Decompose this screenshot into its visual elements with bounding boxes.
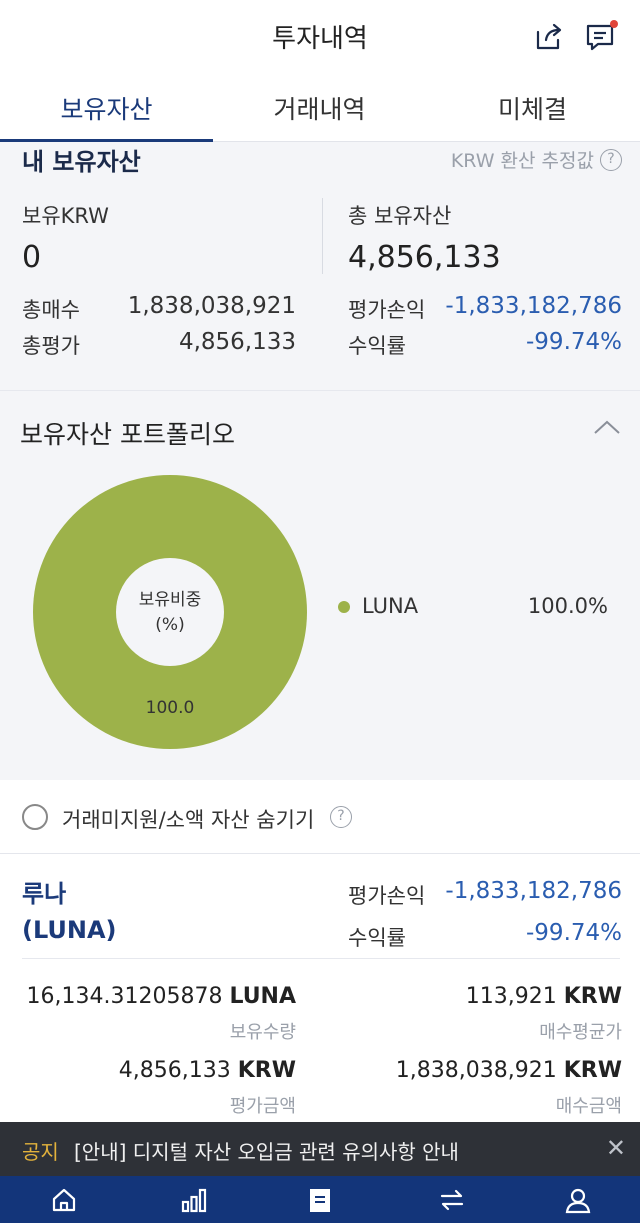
pl-label: 평가손익 <box>348 298 426 322</box>
slice-label-luna: 100.0 <box>146 698 195 718</box>
asset-return-value: -99.74% <box>526 920 622 946</box>
notice-tag: 공지 <box>22 1140 59 1164</box>
buy-amount-unit: KRW <box>563 1058 622 1083</box>
asset-name-ticker: (LUNA) <box>22 916 117 944</box>
total-assets-label: 총 보유자산 <box>348 204 452 228</box>
notice-text[interactable]: [안내] 디지털 자산 오입금 관련 유의사항 안내 <box>74 1140 459 1164</box>
buy-amount-number: 1,838,038,921 <box>395 1058 557 1083</box>
hide-small-assets-label[interactable]: 거래미지원/소액 자산 숨기기 <box>62 808 315 832</box>
notification-dot <box>610 20 618 28</box>
tab-history[interactable]: 거래내역 <box>273 95 366 124</box>
held-krw-value: 0 <box>22 240 42 275</box>
total-eval-label: 총평가 <box>22 334 80 358</box>
header: 투자내역 <box>0 0 640 72</box>
exchange-icon[interactable] <box>438 1186 466 1214</box>
hide-small-assets-radio[interactable] <box>22 804 48 830</box>
legend-pct-luna: 100.0% <box>527 594 608 618</box>
pl-value: -1,833,182,786 <box>445 293 622 319</box>
eval-amount-number: 4,856,133 <box>118 1058 231 1083</box>
eval-amount-value: 4,856,133 KRW <box>119 1058 296 1083</box>
return-label: 수익률 <box>348 334 406 358</box>
return-value: -99.74% <box>526 329 622 355</box>
chat-icon[interactable] <box>584 20 618 54</box>
notice-bar[interactable]: 공지 [안내] 디지털 자산 오입금 관련 유의사항 안내 ✕ <box>0 1122 640 1176</box>
portfolio-donut-chart: 보유비중 (%) 100.0 <box>33 475 307 749</box>
share-icon[interactable] <box>532 20 566 54</box>
holdings-summary: 내 보유자산 KRW 환산 추정값 ? 보유KRW 0 총 보유자산 4,856… <box>0 142 640 390</box>
donut-center-label: 보유비중 <box>139 590 202 610</box>
buy-amount-label: 매수금액 <box>555 1096 622 1117</box>
total-buy-label: 총매수 <box>22 298 80 322</box>
asset-name: 루나 (LUNA) <box>22 876 117 948</box>
chart-icon[interactable] <box>180 1186 208 1214</box>
help-icon[interactable]: ? <box>600 148 622 171</box>
tab-holdings[interactable]: 보유자산 <box>60 95 153 124</box>
close-icon[interactable]: ✕ <box>605 1134 626 1162</box>
divider <box>322 198 323 274</box>
avg-price-label: 매수평균가 <box>539 1022 622 1043</box>
section-title: 내 보유자산 <box>22 148 141 176</box>
quantity-unit: LUNA <box>229 984 296 1009</box>
donut-center-unit: (%) <box>155 615 184 635</box>
quantity-value: 16,134.31205878 LUNA <box>27 984 297 1009</box>
tab-pending[interactable]: 미체결 <box>497 95 567 124</box>
document-icon[interactable] <box>306 1186 334 1214</box>
chevron-up-icon[interactable] <box>592 417 622 437</box>
total-eval-value: 4,856,133 <box>178 329 296 355</box>
avg-price-unit: KRW <box>563 984 622 1009</box>
portfolio-title: 보유자산 포트폴리오 <box>20 420 235 449</box>
tab-bar: 보유자산 거래내역 미체결 <box>0 72 640 142</box>
legend-name-luna: LUNA <box>362 594 419 618</box>
krw-note[interactable]: KRW 환산 추정값 ? <box>451 146 622 173</box>
avg-price-value: 113,921 KRW <box>466 984 622 1009</box>
asset-pl-label: 평가손익 <box>348 884 426 908</box>
donut-hole <box>116 558 224 666</box>
active-tab-indicator <box>0 139 213 142</box>
quantity-number: 16,134.31205878 <box>26 984 223 1009</box>
home-icon[interactable] <box>50 1186 78 1214</box>
asset-name-korean: 루나 <box>22 880 67 908</box>
total-buy-value: 1,838,038,921 <box>127 293 296 319</box>
asset-pl-value: -1,833,182,786 <box>445 878 622 904</box>
hide-small-assets-filter: 거래미지원/소액 자산 숨기기 ? <box>0 780 640 854</box>
eval-amount-unit: KRW <box>237 1058 296 1083</box>
quantity-label: 보유수량 <box>229 1022 296 1043</box>
buy-amount-value: 1,838,038,921 KRW <box>396 1058 622 1083</box>
avg-price-number: 113,921 <box>465 984 557 1009</box>
help-icon[interactable]: ? <box>330 806 352 828</box>
user-icon[interactable] <box>564 1186 592 1214</box>
divider <box>22 958 620 959</box>
legend-dot-luna <box>338 601 350 613</box>
bottom-nav <box>0 1176 640 1223</box>
krw-note-text: KRW 환산 추정값 <box>450 150 594 172</box>
eval-amount-label: 평가금액 <box>229 1096 296 1117</box>
held-krw-label: 보유KRW <box>22 204 109 228</box>
asset-item-luna[interactable]: 루나 (LUNA) 평가손익 -1,833,182,786 수익률 -99.74… <box>0 854 640 1122</box>
total-assets-value: 4,856,133 <box>348 240 501 275</box>
page-title: 투자내역 <box>272 24 368 54</box>
asset-return-label: 수익률 <box>348 926 406 950</box>
portfolio-section: 보유자산 포트폴리오 보유비중 (%) 100.0 LUNA 100.0% <box>0 390 640 780</box>
